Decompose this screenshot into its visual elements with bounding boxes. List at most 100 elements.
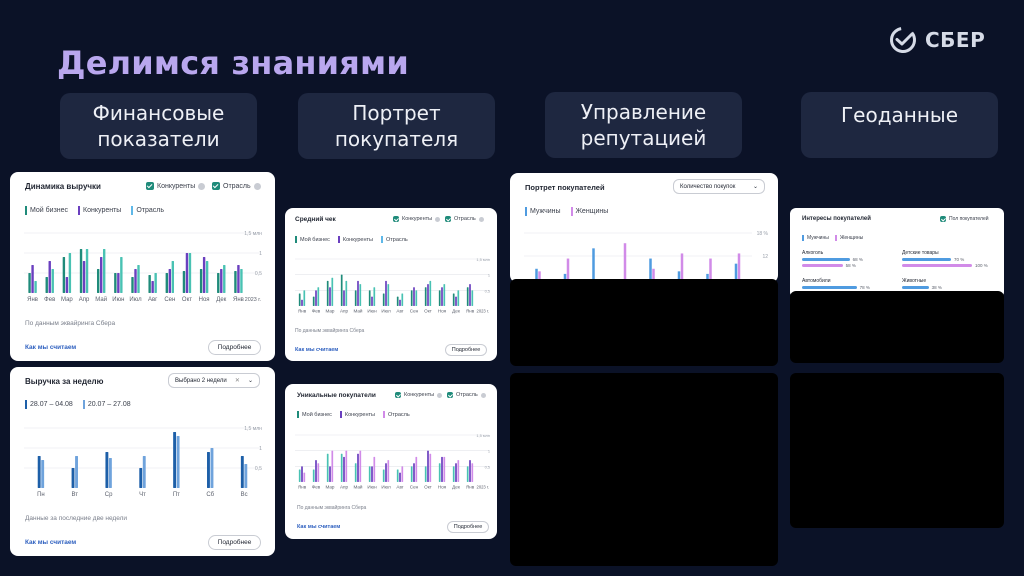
bar <box>210 448 214 488</box>
checkbox-icon <box>395 392 401 398</box>
tab-financial[interactable]: Финансовые показатели <box>60 93 257 159</box>
bar <box>734 263 738 279</box>
tab-financial-label: Финансовые показатели <box>92 101 225 151</box>
bar <box>455 463 457 482</box>
x-tick-label: Мар <box>326 309 335 314</box>
y-tick-label: 1,5 млн <box>244 426 262 432</box>
help-icon <box>437 392 443 398</box>
more-button[interactable]: Подробнее <box>447 521 489 533</box>
bar <box>317 463 320 482</box>
bar <box>315 290 317 306</box>
help-icon <box>198 182 206 190</box>
legend-label: Конкуренты <box>344 411 375 418</box>
how-we-count-link[interactable]: Как мы считаем <box>25 344 77 351</box>
bar <box>217 273 220 293</box>
tab-buyer-portrait-label: Портрет покупателя <box>334 101 459 151</box>
checkbox-icon <box>940 216 946 222</box>
bar <box>317 287 320 306</box>
x-tick-label: Пн <box>37 492 45 498</box>
bar <box>240 456 244 488</box>
chevron-down-icon: ⌄ <box>752 184 758 190</box>
how-we-count-link[interactable]: Как мы считаем <box>297 524 341 530</box>
portrait-chart: 18 % 12 <box>524 231 769 279</box>
more-button[interactable]: Подробнее <box>208 535 261 550</box>
slide-title: Делимся знаниями <box>57 44 410 82</box>
y-tick-label: 1,5 млн <box>476 433 490 438</box>
bar <box>623 243 627 279</box>
tab-buyer-portrait[interactable]: Портрет покупателя <box>298 93 495 159</box>
legend-item: Женщины <box>570 207 608 216</box>
how-we-count-link[interactable]: Как мы считаем <box>295 347 339 353</box>
avg-check-title: Средний чек <box>295 216 336 223</box>
bar <box>359 450 362 482</box>
clear-icon[interactable]: ✕ <box>234 378 240 384</box>
x-tick-label: Авг <box>396 485 404 490</box>
x-tick-label: Ноя <box>199 297 210 303</box>
bar <box>96 269 100 293</box>
industry-toggle[interactable]: Отрасль <box>447 392 486 398</box>
legend-item: Отрасль <box>383 411 410 418</box>
purchases-select[interactable]: Количество покупок ⌄ <box>673 179 765 194</box>
x-tick-label: Апр <box>340 485 349 490</box>
tab-reputation[interactable]: Управление репутацией <box>545 92 742 158</box>
bar <box>171 261 175 293</box>
bar <box>117 273 120 293</box>
revenue-card: Динамика выручки Конкуренты Отрасль Мой … <box>10 172 275 361</box>
bar <box>237 265 240 293</box>
x-tick-label: Апр <box>79 297 90 303</box>
legend-label: Отрасль <box>388 411 410 418</box>
legend-label: Мой бизнес <box>300 236 330 243</box>
bar <box>114 273 117 293</box>
bar <box>99 257 103 293</box>
bar <box>413 287 415 306</box>
bar <box>457 290 460 306</box>
legend-item: Отрасль <box>381 236 408 243</box>
x-tick-label: Июн <box>367 309 377 314</box>
bar <box>131 277 134 293</box>
redacted-card <box>790 373 1004 528</box>
bar <box>105 452 109 488</box>
legend-label: Женщины <box>839 235 864 241</box>
legend-swatch <box>25 206 27 215</box>
interest-label: Животные <box>902 278 927 284</box>
checkbox-icon <box>393 216 399 222</box>
x-tick-label: Окт <box>424 309 433 314</box>
bar <box>592 248 595 279</box>
x-tick-label: Фев <box>312 485 321 490</box>
bar <box>424 287 427 306</box>
bar <box>535 268 538 279</box>
industry-toggle[interactable]: Отрасль <box>212 182 261 190</box>
more-button[interactable]: Подробнее <box>208 340 261 355</box>
bar <box>443 284 446 306</box>
interests-card: Интересы покупателей Пол покупателей Муж… <box>790 208 1004 298</box>
interest-label: Детские товары <box>902 250 939 256</box>
bar <box>415 456 418 482</box>
x-tick-label: Ср <box>105 492 113 498</box>
x-tick-label: Сен <box>164 297 175 303</box>
unique-buyers-card: Уникальные покупатели Конкуренты Отрасль… <box>285 384 497 539</box>
more-button[interactable]: Подробнее <box>445 344 487 356</box>
tab-geodata[interactable]: Геоданные <box>801 92 998 158</box>
interest-bar <box>802 264 843 267</box>
checkbox-icon <box>445 216 451 222</box>
avg-check-legend: Мой бизнес Конкуренты Отрасль <box>295 236 408 243</box>
bar <box>443 456 446 482</box>
how-we-count-link[interactable]: Как мы считаем <box>25 539 77 546</box>
weekly-card: Выручка за неделю Выбрано 2 недели ✕ ⌄ 2… <box>10 367 275 556</box>
bar <box>410 466 413 482</box>
competitors-toggle[interactable]: Конкуренты <box>395 392 443 398</box>
gender-toggle[interactable]: Пол покупателей <box>940 216 989 222</box>
y-tick-label: 12 <box>762 254 768 260</box>
bar <box>202 257 206 293</box>
revenue-card-title: Динамика выручки <box>25 182 101 191</box>
bar <box>415 290 418 306</box>
bar <box>452 293 455 306</box>
competitors-toggle[interactable]: Конкуренты <box>146 182 206 190</box>
interest-value: 78 % <box>859 284 870 290</box>
bar <box>438 463 441 482</box>
industry-toggle[interactable]: Отрасль <box>445 216 484 222</box>
weeks-select[interactable]: Выбрано 2 недели ✕ ⌄ <box>168 373 260 388</box>
competitors-toggle[interactable]: Конкуренты <box>393 216 441 222</box>
interest-value: 100 % <box>975 262 988 268</box>
help-icon <box>253 182 261 190</box>
